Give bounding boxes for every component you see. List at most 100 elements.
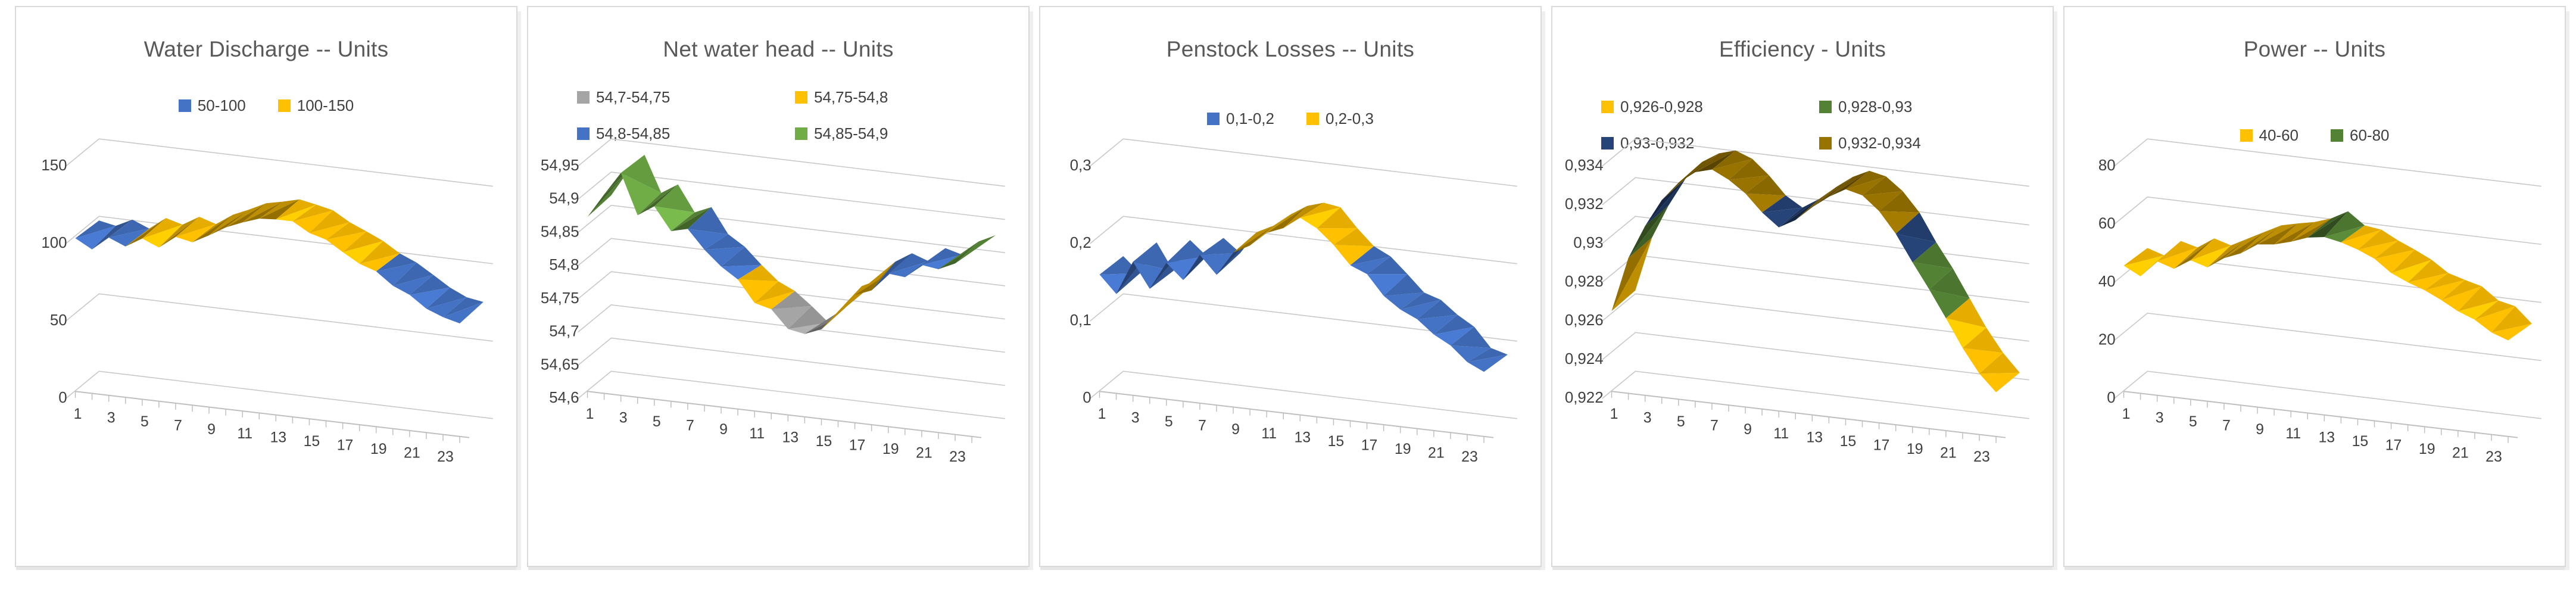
surface-facet bbox=[1433, 326, 1474, 345]
x-tick-label: 1 bbox=[1098, 406, 1106, 422]
chart-legend: 0,1-0,2 0,2-0,3 bbox=[1040, 110, 1540, 128]
surface-facet bbox=[142, 218, 183, 239]
surface-facet bbox=[620, 155, 662, 193]
legend-swatch bbox=[1601, 101, 1614, 113]
chart-legend: 54,7-54,75 54,75-54,8 54,8-54,85 54,85-54,9 bbox=[528, 88, 1028, 143]
x-tick-label: 5 bbox=[653, 413, 661, 430]
chart-panel-power[interactable]: Power -- Units 40-60 60-80 0 20 40 60 80 1 3 5 7 9… bbox=[2063, 6, 2566, 567]
value-gridline bbox=[2114, 138, 2541, 187]
surface-facet bbox=[704, 247, 745, 267]
x-tick-label: 1 bbox=[586, 406, 594, 422]
surface-facet bbox=[1762, 195, 1802, 213]
chart-panel-net-water-head[interactable]: Net water head -- Units 54,7-54,75 54,75-… bbox=[527, 6, 1030, 567]
chart-panel-efficiency[interactable]: Efficiency - Units 0,926-0,928 0,928-0,93… bbox=[1551, 6, 2054, 567]
surface-facet bbox=[721, 247, 762, 267]
value-gridline bbox=[1090, 370, 1517, 419]
surface-facet bbox=[1267, 205, 1308, 233]
surface-facet bbox=[276, 199, 317, 220]
surface-facet bbox=[1166, 240, 1207, 263]
legend-swatch bbox=[1207, 113, 1220, 125]
y-tick-label: 54,6 bbox=[549, 390, 579, 406]
surface-facet bbox=[292, 204, 333, 222]
legend-item: 100-150 bbox=[277, 96, 354, 115]
legend-item: 60-80 bbox=[2331, 126, 2390, 145]
y-tick-label: 0,1 bbox=[1070, 312, 1091, 329]
x-tick-label: 19 bbox=[882, 441, 899, 457]
value-gridline bbox=[1090, 138, 1517, 187]
x-tick-label: 5 bbox=[1677, 413, 1685, 430]
surface-facet bbox=[1350, 246, 1391, 266]
surface-facet bbox=[2424, 273, 2465, 291]
surface-facet bbox=[1962, 328, 2003, 353]
surface-facet bbox=[1367, 274, 1408, 296]
surface-facet bbox=[804, 308, 846, 334]
surface-facet bbox=[2223, 232, 2265, 258]
x-tick-label: 15 bbox=[1328, 433, 1345, 450]
chart-title: Net water head -- Units bbox=[663, 37, 894, 61]
value-gridline bbox=[578, 304, 1005, 353]
surface-facet bbox=[1199, 238, 1240, 255]
surface-facet bbox=[2341, 229, 2382, 250]
surface-ribbon bbox=[2123, 211, 2532, 341]
value-gridline bbox=[1090, 293, 1517, 342]
surface-facet bbox=[771, 291, 812, 310]
legend-label: 40-60 bbox=[2259, 126, 2299, 144]
surface-facet bbox=[392, 262, 434, 286]
value-gridline bbox=[1602, 138, 2029, 187]
x-tick-label: 15 bbox=[2352, 433, 2369, 450]
x-axis-line bbox=[1611, 391, 2006, 438]
legend-label: 0,926-0,928 bbox=[1620, 98, 1703, 116]
surface-facet bbox=[1779, 198, 1820, 228]
value-gridline bbox=[66, 293, 493, 342]
chart-panel-penstock-losses[interactable]: Penstock Losses -- Units 0,1-0,2 0,2-0,3 … bbox=[1039, 6, 1542, 567]
surface-facet bbox=[1645, 179, 1686, 226]
surface-facet bbox=[342, 241, 383, 264]
y-tick-label: 40 bbox=[2098, 273, 2116, 290]
x-tick-label: 13 bbox=[782, 429, 799, 446]
surface-facet bbox=[2123, 248, 2165, 266]
value-gridline bbox=[66, 138, 493, 187]
surface-facet bbox=[1845, 176, 1886, 195]
x-tick-label: 23 bbox=[1973, 448, 1990, 465]
surface-ribbon bbox=[1611, 150, 2020, 392]
legend-swatch bbox=[277, 99, 291, 112]
y-tick-label: 60 bbox=[2098, 215, 2116, 232]
surface-facet bbox=[2123, 255, 2165, 276]
surface-facet bbox=[2324, 225, 2365, 242]
surface-facet bbox=[1300, 207, 1341, 229]
y-tick-label: 0,928 bbox=[1565, 273, 1604, 290]
surface-facet bbox=[1979, 372, 2020, 392]
x-tick-label: 13 bbox=[2318, 429, 2335, 446]
legend-label: 50-100 bbox=[197, 96, 246, 114]
surface-facet bbox=[426, 297, 467, 317]
legend-label: 60-80 bbox=[2350, 126, 2390, 144]
surface-facet bbox=[2491, 323, 2532, 341]
x-tick-label: 15 bbox=[1840, 433, 1857, 450]
value-gridline bbox=[578, 238, 1005, 286]
x-tick-label: 3 bbox=[619, 410, 628, 426]
chart-title: Efficiency - Units bbox=[1719, 37, 1886, 61]
surface-facet bbox=[2458, 300, 2499, 320]
chart-panel-water-discharge[interactable]: Water Discharge -- Units 50-100 100-150 0… bbox=[15, 6, 517, 567]
surface-facet bbox=[142, 225, 183, 248]
surface-facet bbox=[292, 210, 333, 233]
surface-facet bbox=[359, 241, 400, 264]
x-tick-label: 7 bbox=[2222, 418, 2231, 434]
legend-item: 50-100 bbox=[178, 96, 246, 115]
surface-facet bbox=[1350, 256, 1391, 275]
surface-facet bbox=[259, 199, 300, 220]
x-tick-label: 17 bbox=[337, 437, 354, 453]
surface-facet bbox=[1895, 233, 1936, 263]
legend-swatch bbox=[577, 127, 590, 140]
y-tick-label: 54,95 bbox=[541, 157, 579, 174]
legend-item: 0,93-0,932 bbox=[1601, 134, 1786, 152]
legend-swatch bbox=[1819, 101, 1832, 113]
surface-facet bbox=[1945, 298, 1986, 328]
x-tick-label: 7 bbox=[1198, 418, 1206, 434]
x-tick-label: 19 bbox=[1395, 441, 1411, 457]
value-gridline bbox=[578, 172, 1005, 220]
value-gridline bbox=[578, 204, 1005, 253]
surface-facet bbox=[2357, 240, 2399, 259]
value-gridline bbox=[578, 271, 1005, 320]
surface-facet bbox=[1929, 289, 1970, 319]
